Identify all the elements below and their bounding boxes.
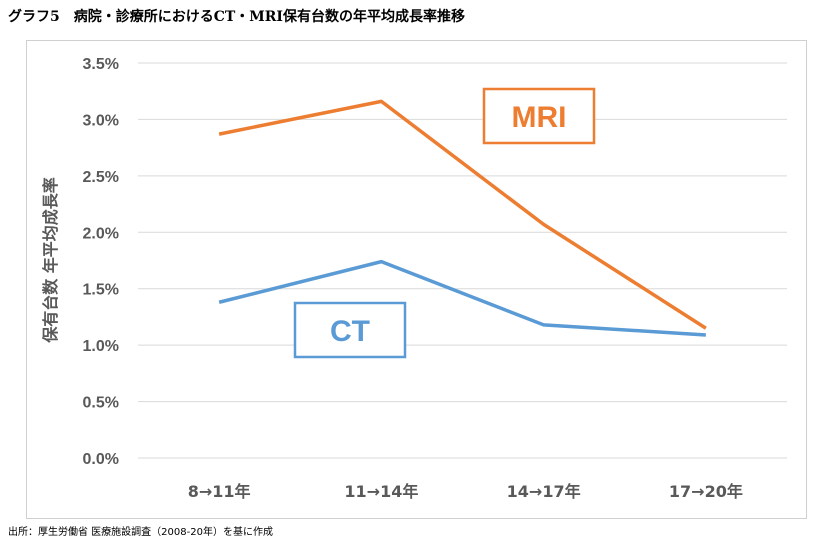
series-label: CT: [330, 315, 370, 348]
y-axis-label: 保有台数 年平均成長率: [41, 177, 60, 344]
series-label-box: [293, 301, 407, 359]
x-tick-label: 8→11年: [188, 482, 251, 501]
chart-frame: [26, 40, 807, 519]
y-tick-label: 1.5%: [83, 282, 119, 299]
series-line-mri: [218, 99, 707, 330]
y-tick-label: 0.0%: [83, 451, 119, 468]
series-line-ct: [218, 259, 706, 337]
y-tick-label: 1.0%: [83, 338, 119, 355]
source-note: 出所：厚生労働省 医療施設調査（2008-20年）を基に作成: [8, 527, 273, 538]
figure-title: グラフ5 病院・診療所におけるCT・MRI保有台数の年平均成長率推移: [8, 9, 465, 25]
y-tick-label: 3.5%: [83, 56, 119, 73]
series-label: MRI: [512, 101, 567, 134]
series-label-box: [482, 87, 596, 145]
y-tick-label: 3.0%: [83, 112, 119, 129]
y-tick-label: 2.5%: [83, 169, 119, 186]
x-tick-label: 11→14年: [344, 482, 418, 501]
x-tick-label: 17→20年: [669, 482, 743, 501]
y-tick-label: 0.5%: [83, 395, 119, 412]
x-tick-label: 14→17年: [507, 482, 581, 501]
y-tick-label: 2.0%: [83, 225, 119, 242]
